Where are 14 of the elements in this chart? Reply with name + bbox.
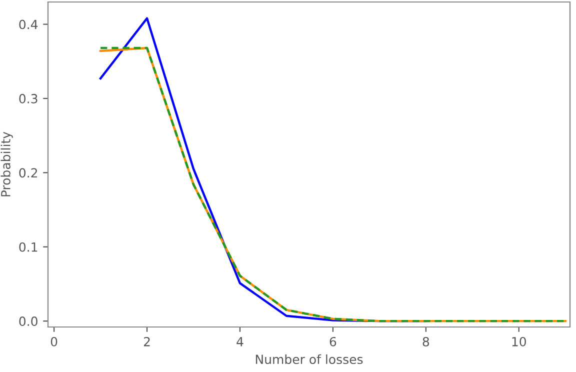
x-tick-label: 4 <box>236 337 244 346</box>
y-tick-label: 0.4 <box>19 20 38 30</box>
x-tick-label: 10 <box>512 336 526 346</box>
x-tick-label: 8 <box>422 336 430 346</box>
x-tick-label: 2 <box>144 336 150 346</box>
y-tick-label: 0.1 <box>19 242 38 252</box>
y-tick-label: 0.0 <box>19 316 38 326</box>
x-axis-title: Number of losses <box>256 354 363 364</box>
y-tick-label: 0.3 <box>19 94 38 104</box>
line-series <box>99 46 566 322</box>
x-tick-label: 0 <box>50 336 58 346</box>
x-tick-label: 6 <box>330 336 336 346</box>
y-axis-title: Probability <box>0 132 13 196</box>
y-tick-label: 0.2 <box>19 168 38 178</box>
